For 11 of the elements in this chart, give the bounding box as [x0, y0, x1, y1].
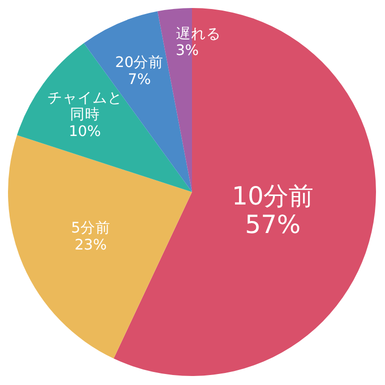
data-label: 10% — [68, 124, 101, 140]
pie-slice — [8, 135, 192, 358]
slice-label: 10分前 — [232, 181, 314, 210]
slice-label: 遅れる — [176, 26, 221, 43]
slice-label: 5分前 — [71, 220, 110, 237]
slice-label: チャイムと同時 — [47, 90, 122, 124]
data-label: 7% — [128, 72, 151, 88]
data-label: 3% — [176, 43, 199, 60]
data-label: 23% — [74, 237, 107, 254]
slice-label: 20分前 — [115, 54, 164, 72]
data-label: 57% — [245, 210, 301, 240]
